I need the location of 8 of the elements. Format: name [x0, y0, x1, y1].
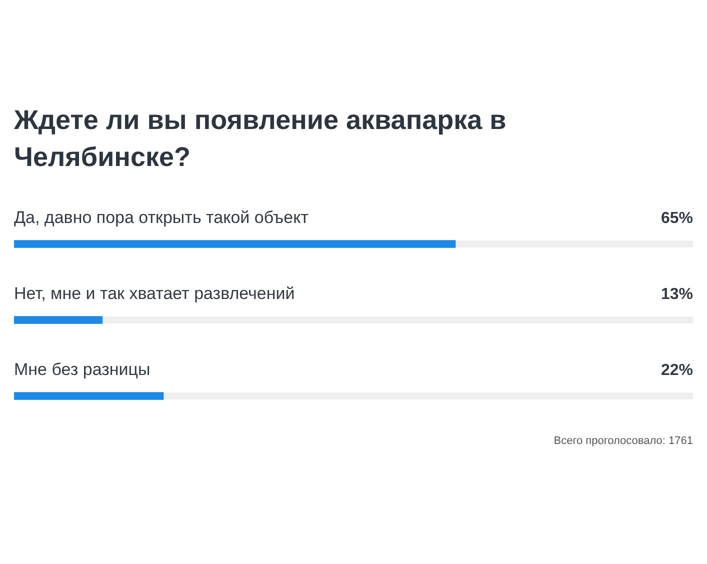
- data-label: 13%: [660, 286, 693, 303]
- data-label: 22%: [660, 362, 693, 379]
- y-tick-label: Мне без разницы: [14, 360, 150, 379]
- text: Всего проголосовало: 1761: [554, 435, 693, 447]
- chart-title: Ждете ли вы появление аквапарка в Челябинске?: [14, 104, 508, 174]
- y-tick-label: Да, давно пора открыть такой объект: [14, 208, 309, 227]
- y-tick-label: Нет, мне и так хватает развлечений: [14, 284, 295, 303]
- data-label: 65%: [660, 210, 693, 227]
